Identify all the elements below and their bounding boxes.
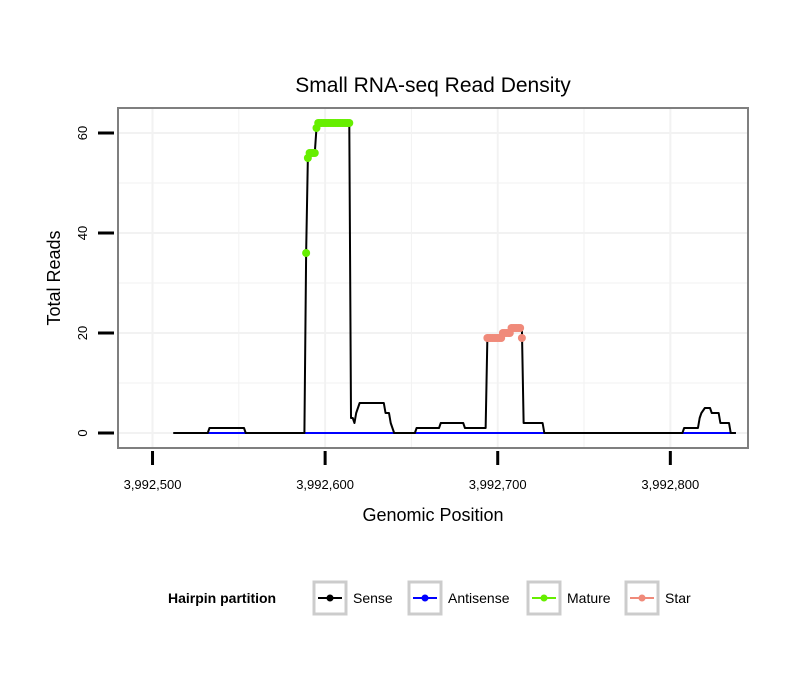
legend-label: Antisense bbox=[448, 590, 510, 606]
y-tick-label: 40 bbox=[75, 226, 90, 240]
data-point-star bbox=[517, 334, 526, 342]
data-point-mature bbox=[310, 149, 319, 157]
legend-item-antisense: Antisense bbox=[407, 580, 510, 616]
plot-background bbox=[118, 108, 748, 448]
x-tick-label: 3,992,700 bbox=[469, 477, 527, 492]
legend-items: Sense Antisense Mature Star bbox=[312, 580, 691, 616]
x-tick-label: 3,992,500 bbox=[124, 477, 182, 492]
x-tick-label: 3,992,800 bbox=[641, 477, 699, 492]
legend-key-point bbox=[326, 594, 334, 602]
series-layer bbox=[173, 119, 736, 434]
legend-item-star: Star bbox=[624, 580, 691, 616]
legend-label: Mature bbox=[567, 590, 611, 606]
y-tick-label: 60 bbox=[75, 126, 90, 140]
grid-lines bbox=[118, 108, 748, 448]
y-tick-label: 0 bbox=[75, 429, 90, 436]
legend-label: Star bbox=[665, 590, 691, 606]
data-point-star bbox=[516, 324, 525, 332]
legend-item-mature: Mature bbox=[526, 580, 611, 616]
legend-title: Hairpin partition bbox=[168, 590, 276, 606]
data-point-mature bbox=[302, 249, 311, 257]
axes: 3,992,500 3,992,600 3,992,700 3,992,800 0 20 4… bbox=[75, 126, 699, 492]
data-point-mature bbox=[345, 119, 354, 127]
y-tick-label: 20 bbox=[75, 326, 90, 340]
x-axis-label: Genomic Position bbox=[362, 505, 503, 525]
legend-key-point bbox=[638, 594, 646, 602]
legend-label: Sense bbox=[353, 590, 393, 606]
x-tick-label: 3,992,600 bbox=[296, 477, 354, 492]
y-axis-label: Total Reads bbox=[44, 230, 64, 325]
legend: Hairpin partition Sense Antisense Mature St… bbox=[168, 580, 691, 616]
plot-border bbox=[117, 107, 749, 449]
legend-key-point bbox=[540, 594, 548, 602]
legend-key-point bbox=[421, 594, 429, 602]
chart-title: Small RNA-seq Read Density bbox=[295, 74, 571, 97]
legend-item-sense: Sense bbox=[312, 580, 393, 616]
